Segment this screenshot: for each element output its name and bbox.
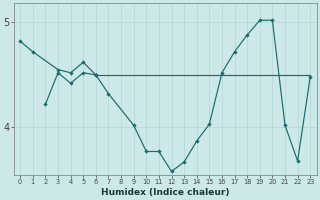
X-axis label: Humidex (Indice chaleur): Humidex (Indice chaleur)	[101, 188, 229, 197]
